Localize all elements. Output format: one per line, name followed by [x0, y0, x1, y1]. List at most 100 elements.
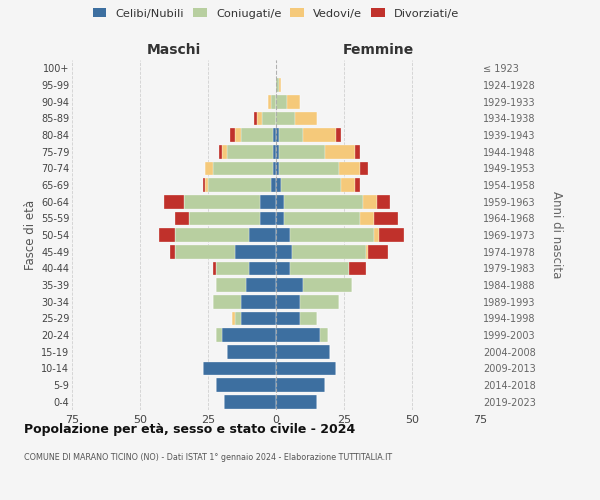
- Bar: [295, 112, 317, 125]
- Bar: [235, 128, 241, 142]
- Bar: [281, 178, 341, 192]
- Bar: [235, 312, 241, 325]
- Bar: [184, 195, 260, 208]
- Bar: [276, 362, 336, 375]
- Bar: [276, 78, 279, 92]
- Bar: [216, 262, 249, 275]
- Bar: [260, 195, 276, 208]
- Bar: [170, 245, 175, 258]
- Bar: [273, 162, 276, 175]
- Bar: [271, 95, 276, 108]
- Bar: [379, 228, 404, 242]
- Bar: [235, 245, 276, 258]
- Bar: [276, 245, 292, 258]
- Bar: [203, 178, 205, 192]
- Bar: [279, 78, 281, 92]
- Text: COMUNE DI MARANO TICINO (NO) - Dati ISTAT 1° gennaio 2024 - Elaborazione TUTTITA: COMUNE DI MARANO TICINO (NO) - Dati ISTA…: [24, 452, 392, 462]
- Bar: [262, 112, 276, 125]
- Bar: [221, 328, 276, 342]
- Bar: [260, 212, 276, 225]
- Bar: [284, 212, 361, 225]
- Bar: [276, 295, 301, 308]
- Bar: [355, 178, 361, 192]
- Legend: Celibi/Nubili, Coniugati/e, Vedovi/e, Divorziati/e: Celibi/Nubili, Coniugati/e, Vedovi/e, Di…: [91, 6, 461, 21]
- Bar: [257, 112, 262, 125]
- Bar: [164, 195, 184, 208]
- Bar: [290, 262, 349, 275]
- Bar: [241, 128, 273, 142]
- Bar: [361, 212, 374, 225]
- Bar: [276, 328, 320, 342]
- Bar: [214, 295, 241, 308]
- Bar: [292, 245, 366, 258]
- Bar: [214, 162, 273, 175]
- Bar: [276, 112, 295, 125]
- Bar: [276, 128, 279, 142]
- Bar: [276, 278, 303, 292]
- Bar: [216, 278, 246, 292]
- Bar: [303, 278, 352, 292]
- Bar: [338, 162, 361, 175]
- Bar: [227, 145, 273, 158]
- Bar: [301, 295, 338, 308]
- Bar: [249, 262, 276, 275]
- Bar: [355, 145, 361, 158]
- Bar: [214, 262, 216, 275]
- Bar: [276, 395, 317, 408]
- Bar: [175, 245, 235, 258]
- Bar: [246, 278, 276, 292]
- Bar: [230, 128, 235, 142]
- Bar: [276, 195, 284, 208]
- Bar: [175, 228, 249, 242]
- Bar: [216, 328, 221, 342]
- Bar: [205, 178, 208, 192]
- Bar: [273, 145, 276, 158]
- Bar: [276, 212, 284, 225]
- Bar: [254, 112, 257, 125]
- Bar: [279, 162, 338, 175]
- Bar: [366, 245, 368, 258]
- Y-axis label: Fasce di età: Fasce di età: [23, 200, 37, 270]
- Bar: [249, 228, 276, 242]
- Bar: [284, 195, 363, 208]
- Bar: [175, 212, 189, 225]
- Bar: [320, 328, 328, 342]
- Bar: [276, 228, 290, 242]
- Bar: [341, 178, 355, 192]
- Bar: [268, 95, 271, 108]
- Bar: [290, 228, 374, 242]
- Bar: [377, 195, 390, 208]
- Bar: [279, 145, 325, 158]
- Bar: [276, 345, 331, 358]
- Bar: [224, 395, 276, 408]
- Bar: [219, 145, 221, 158]
- Bar: [303, 128, 336, 142]
- Bar: [276, 262, 290, 275]
- Bar: [363, 195, 377, 208]
- Bar: [374, 212, 398, 225]
- Bar: [301, 312, 317, 325]
- Y-axis label: Anni di nascita: Anni di nascita: [550, 192, 563, 278]
- Bar: [216, 378, 276, 392]
- Bar: [279, 128, 303, 142]
- Bar: [349, 262, 366, 275]
- Bar: [287, 95, 301, 108]
- Bar: [271, 178, 276, 192]
- Bar: [189, 212, 260, 225]
- Bar: [203, 362, 276, 375]
- Text: Femmine: Femmine: [343, 42, 413, 56]
- Bar: [374, 228, 379, 242]
- Bar: [276, 312, 301, 325]
- Bar: [205, 162, 214, 175]
- Bar: [221, 145, 227, 158]
- Bar: [227, 345, 276, 358]
- Bar: [276, 378, 325, 392]
- Bar: [325, 145, 355, 158]
- Bar: [241, 312, 276, 325]
- Bar: [208, 178, 271, 192]
- Bar: [368, 245, 388, 258]
- Bar: [276, 145, 279, 158]
- Bar: [276, 162, 279, 175]
- Bar: [336, 128, 341, 142]
- Bar: [232, 312, 235, 325]
